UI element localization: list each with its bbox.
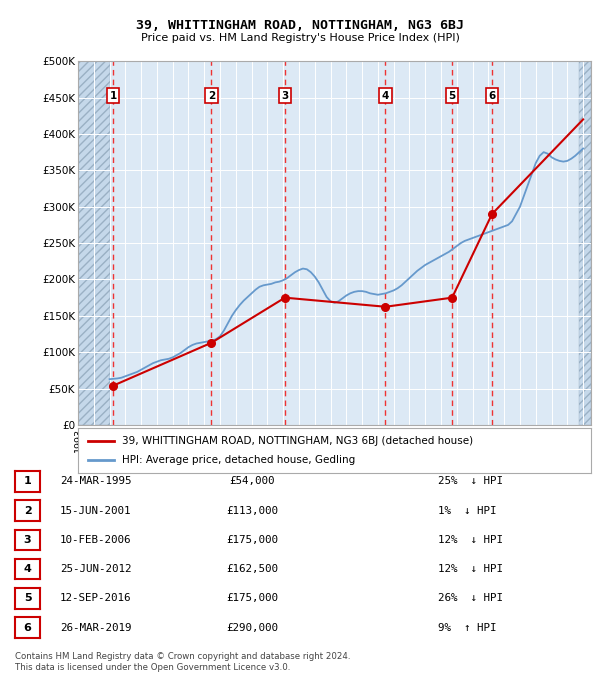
Text: 3: 3 [24, 535, 31, 545]
Text: 25-JUN-2012: 25-JUN-2012 [60, 564, 131, 574]
Text: Price paid vs. HM Land Registry's House Price Index (HPI): Price paid vs. HM Land Registry's House … [140, 33, 460, 43]
Text: 24-MAR-1995: 24-MAR-1995 [60, 477, 131, 486]
Text: £175,000: £175,000 [226, 535, 278, 545]
Text: 39, WHITTINGHAM ROAD, NOTTINGHAM, NG3 6BJ (detached house): 39, WHITTINGHAM ROAD, NOTTINGHAM, NG3 6B… [122, 436, 473, 446]
Text: £113,000: £113,000 [226, 506, 278, 515]
Text: 1%  ↓ HPI: 1% ↓ HPI [438, 506, 497, 515]
Text: £162,500: £162,500 [226, 564, 278, 574]
Text: 12%  ↓ HPI: 12% ↓ HPI [438, 535, 503, 545]
Text: £175,000: £175,000 [226, 594, 278, 603]
Text: 26%  ↓ HPI: 26% ↓ HPI [438, 594, 503, 603]
Text: £290,000: £290,000 [226, 623, 278, 632]
Text: 1: 1 [109, 90, 116, 101]
Text: Contains HM Land Registry data © Crown copyright and database right 2024.
This d: Contains HM Land Registry data © Crown c… [15, 652, 350, 672]
Text: 9%  ↑ HPI: 9% ↑ HPI [438, 623, 497, 632]
Text: 2: 2 [208, 90, 215, 101]
Text: 26-MAR-2019: 26-MAR-2019 [60, 623, 131, 632]
Text: 4: 4 [23, 564, 32, 574]
Text: HPI: Average price, detached house, Gedling: HPI: Average price, detached house, Gedl… [122, 455, 355, 465]
Text: 10-FEB-2006: 10-FEB-2006 [60, 535, 131, 545]
Text: 5: 5 [24, 594, 31, 603]
Text: £54,000: £54,000 [229, 477, 275, 486]
Bar [579, 61, 591, 425]
Text: 12%  ↓ HPI: 12% ↓ HPI [438, 564, 503, 574]
Text: 15-JUN-2001: 15-JUN-2001 [60, 506, 131, 515]
Text: 6: 6 [488, 90, 496, 101]
Text: 1: 1 [24, 477, 31, 486]
Text: 2: 2 [24, 506, 31, 515]
Text: 5: 5 [448, 90, 456, 101]
Text: 12-SEP-2016: 12-SEP-2016 [60, 594, 131, 603]
Text: 3: 3 [281, 90, 289, 101]
Bar [78, 61, 110, 425]
Text: 6: 6 [23, 623, 32, 632]
Text: 4: 4 [382, 90, 389, 101]
Text: 39, WHITTINGHAM ROAD, NOTTINGHAM, NG3 6BJ: 39, WHITTINGHAM ROAD, NOTTINGHAM, NG3 6B… [136, 19, 464, 32]
Text: 25%  ↓ HPI: 25% ↓ HPI [438, 477, 503, 486]
